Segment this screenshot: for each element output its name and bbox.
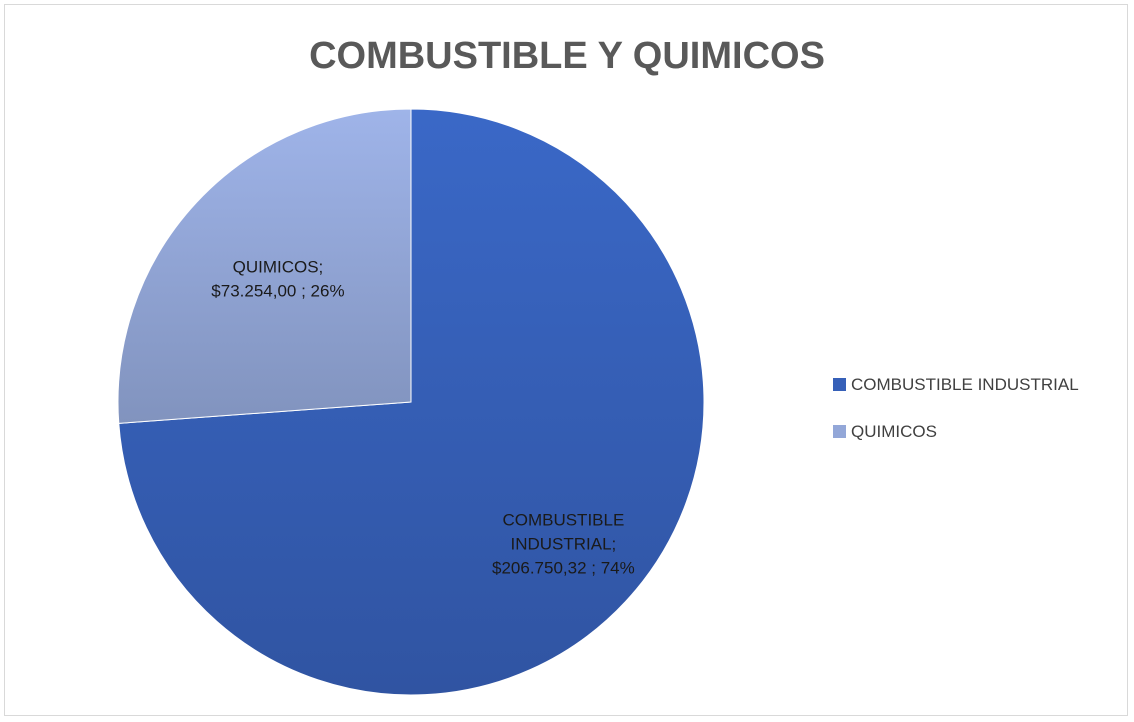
legend-item-combustible: COMBUSTIBLE INDUSTRIAL: [833, 373, 1079, 396]
pie-slice-quimicos: [117, 108, 412, 424]
data-label-combustible-industrial: COMBUSTIBLE INDUSTRIAL; $206.750,32 ; 74%: [492, 511, 635, 578]
legend-label-quimicos: QUIMICOS: [851, 421, 937, 441]
data-label-quimicos: QUIMICOS; $73.254,00 ; 26%: [211, 257, 344, 300]
legend-label-combustible: COMBUSTIBLE INDUSTRIAL: [851, 374, 1079, 394]
legend: COMBUSTIBLE INDUSTRIAL QUIMICOS: [833, 373, 1079, 467]
chart-title: COMBUSTIBLE Y QUIMICOS: [309, 35, 825, 77]
data-label-quimicos-line: $73.254,00 ; 26%: [211, 281, 344, 300]
legend-swatch-combustible: [833, 378, 846, 391]
legend-item-quimicos: QUIMICOS: [833, 420, 1079, 443]
data-label-quimicos-line: QUIMICOS;: [233, 257, 324, 276]
legend-swatch-quimicos: [833, 425, 846, 438]
data-label-combustible-industrial-line: $206.750,32 ; 74%: [492, 559, 635, 578]
data-label-combustible-industrial-line: COMBUSTIBLE: [502, 511, 624, 530]
data-label-combustible-industrial-line: INDUSTRIAL;: [510, 535, 616, 554]
